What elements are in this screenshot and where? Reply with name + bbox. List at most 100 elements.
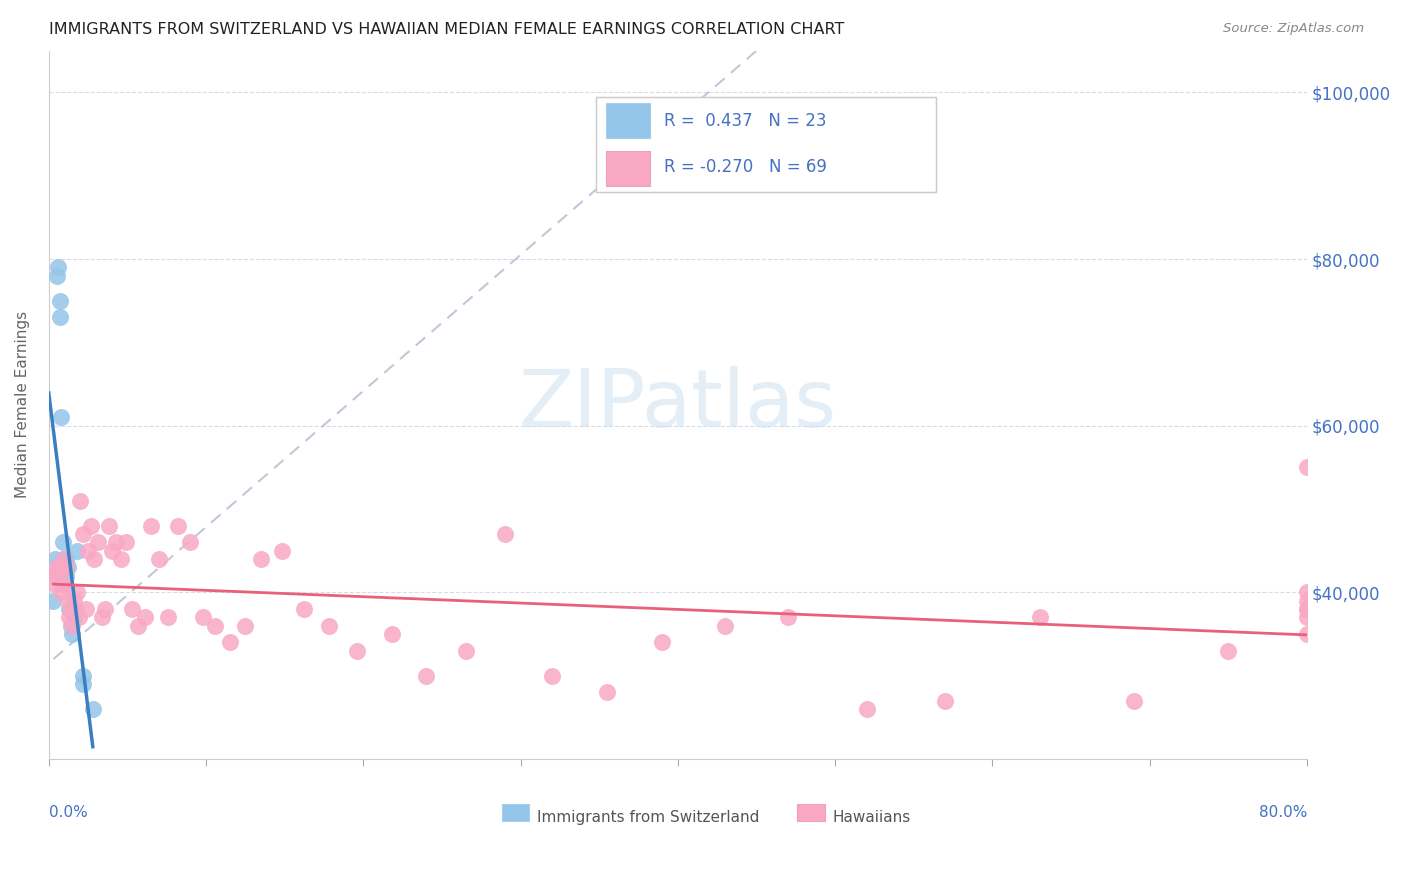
Point — [86, 535, 108, 549]
Text: 0.0%: 0.0% — [49, 805, 87, 820]
Point — [148, 552, 170, 566]
Point — [51, 410, 73, 425]
Point — [45, 560, 67, 574]
Point — [56, 593, 79, 607]
Point — [66, 543, 89, 558]
Point — [541, 669, 564, 683]
FancyBboxPatch shape — [797, 804, 825, 822]
Point — [49, 560, 72, 574]
Point — [714, 618, 737, 632]
Point — [52, 552, 75, 566]
Point — [49, 310, 72, 325]
Point — [1296, 610, 1319, 624]
Point — [166, 518, 188, 533]
Text: ZIPatlas: ZIPatlas — [519, 366, 837, 444]
Point — [46, 260, 69, 275]
Point — [1123, 694, 1146, 708]
Point — [52, 577, 75, 591]
Point — [127, 618, 149, 632]
Point — [65, 602, 87, 616]
Point — [1296, 593, 1319, 607]
Point — [72, 669, 94, 683]
Point — [454, 643, 477, 657]
Point — [55, 568, 77, 582]
Point — [63, 593, 86, 607]
Point — [134, 610, 156, 624]
Point — [494, 527, 516, 541]
Point — [46, 568, 69, 582]
Point — [121, 602, 143, 616]
Point — [82, 702, 104, 716]
Point — [318, 618, 340, 632]
Point — [191, 610, 214, 624]
Point — [52, 535, 75, 549]
Point — [59, 618, 82, 632]
Point — [80, 518, 103, 533]
Point — [105, 535, 128, 549]
Point — [53, 552, 76, 566]
Point — [94, 602, 117, 616]
Y-axis label: Median Female Earnings: Median Female Earnings — [15, 311, 30, 499]
Point — [58, 602, 80, 616]
Text: 80.0%: 80.0% — [1258, 805, 1308, 820]
Point — [346, 643, 368, 657]
Point — [49, 293, 72, 308]
Point — [100, 543, 122, 558]
Point — [66, 585, 89, 599]
Point — [855, 702, 877, 716]
Point — [53, 577, 76, 591]
Text: Source: ZipAtlas.com: Source: ZipAtlas.com — [1223, 22, 1364, 36]
Point — [67, 610, 90, 624]
Point — [1296, 602, 1319, 616]
Point — [76, 602, 98, 616]
Point — [218, 635, 240, 649]
Point — [42, 593, 65, 607]
Text: Hawaiians: Hawaiians — [832, 810, 911, 825]
Point — [44, 552, 66, 566]
Point — [97, 518, 120, 533]
Point — [651, 635, 673, 649]
Point — [381, 627, 404, 641]
Point — [55, 560, 77, 574]
Point — [42, 568, 65, 582]
Point — [63, 610, 86, 624]
Point — [114, 535, 136, 549]
Text: Immigrants from Switzerland: Immigrants from Switzerland — [537, 810, 759, 825]
Point — [51, 585, 73, 599]
Point — [270, 543, 292, 558]
Point — [59, 602, 82, 616]
Point — [44, 568, 66, 582]
Point — [204, 618, 226, 632]
Point — [56, 560, 79, 574]
Point — [44, 577, 66, 591]
Point — [250, 552, 273, 566]
Point — [69, 493, 91, 508]
Point — [72, 527, 94, 541]
Point — [139, 518, 162, 533]
Point — [53, 560, 76, 574]
Point — [1296, 602, 1319, 616]
Point — [72, 677, 94, 691]
Point — [110, 552, 132, 566]
Point — [83, 552, 105, 566]
Point — [179, 535, 201, 549]
Point — [1218, 643, 1240, 657]
Text: IMMIGRANTS FROM SWITZERLAND VS HAWAIIAN MEDIAN FEMALE EARNINGS CORRELATION CHART: IMMIGRANTS FROM SWITZERLAND VS HAWAIIAN … — [49, 22, 845, 37]
Point — [1296, 627, 1319, 641]
Point — [776, 610, 799, 624]
Point — [596, 685, 619, 699]
Point — [60, 627, 83, 641]
Point — [157, 610, 180, 624]
Point — [1296, 585, 1319, 599]
Point — [235, 618, 257, 632]
Point — [55, 552, 77, 566]
Point — [91, 610, 114, 624]
Point — [60, 618, 83, 632]
Point — [77, 543, 100, 558]
FancyBboxPatch shape — [502, 804, 530, 822]
Point — [415, 669, 437, 683]
Point — [1028, 610, 1050, 624]
Point — [1296, 460, 1319, 475]
Point — [934, 694, 956, 708]
Point — [58, 610, 80, 624]
